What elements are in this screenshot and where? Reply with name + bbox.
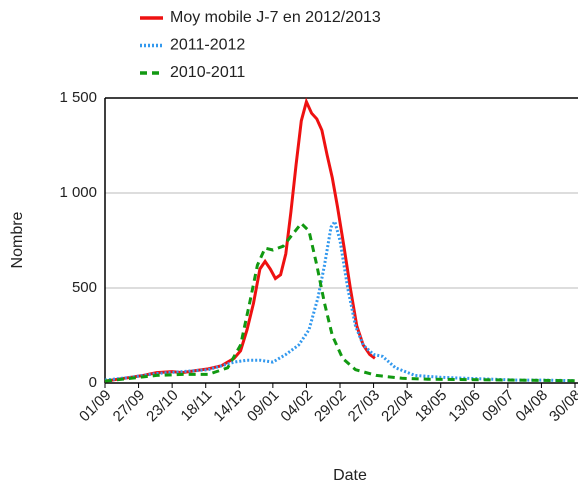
- series-line: [104, 217, 576, 383]
- x-tick-label: 23/10: [143, 387, 182, 426]
- x-tick-label: 04/08: [512, 387, 551, 426]
- x-tick-label: 27/03: [345, 387, 384, 426]
- x-tick-label: 04/02: [277, 387, 316, 426]
- x-tick-label: 27/09: [110, 387, 149, 426]
- x-tick-label: 13/06: [445, 387, 484, 426]
- y-tick-label: 1 500: [59, 89, 97, 106]
- x-tick-label: 30/08: [546, 387, 578, 426]
- x-tick-label: 01/09: [76, 387, 115, 426]
- x-tick-label: 18/11: [178, 387, 216, 425]
- x-tick-label: 18/05: [412, 387, 451, 426]
- y-tick-label: 500: [72, 279, 97, 296]
- series-line: [104, 221, 576, 383]
- legend-label: 2010-2011: [170, 64, 245, 81]
- y-axis-title: Nombre: [9, 211, 26, 268]
- x-tick-label: 09/07: [479, 387, 518, 426]
- x-tick-label: 29/02: [311, 387, 350, 426]
- legend-label: Moy mobile J-7 en 2012/2013: [170, 9, 381, 26]
- x-tick-label: 22/04: [378, 387, 417, 426]
- y-tick-label: 0: [89, 374, 97, 391]
- x-axis-title: Date: [333, 467, 367, 484]
- x-tick-label: 09/01: [244, 387, 283, 426]
- x-tick-label: 14/12: [210, 387, 249, 426]
- legend-label: 2011-2012: [170, 37, 245, 54]
- y-tick-label: 1 000: [59, 184, 97, 201]
